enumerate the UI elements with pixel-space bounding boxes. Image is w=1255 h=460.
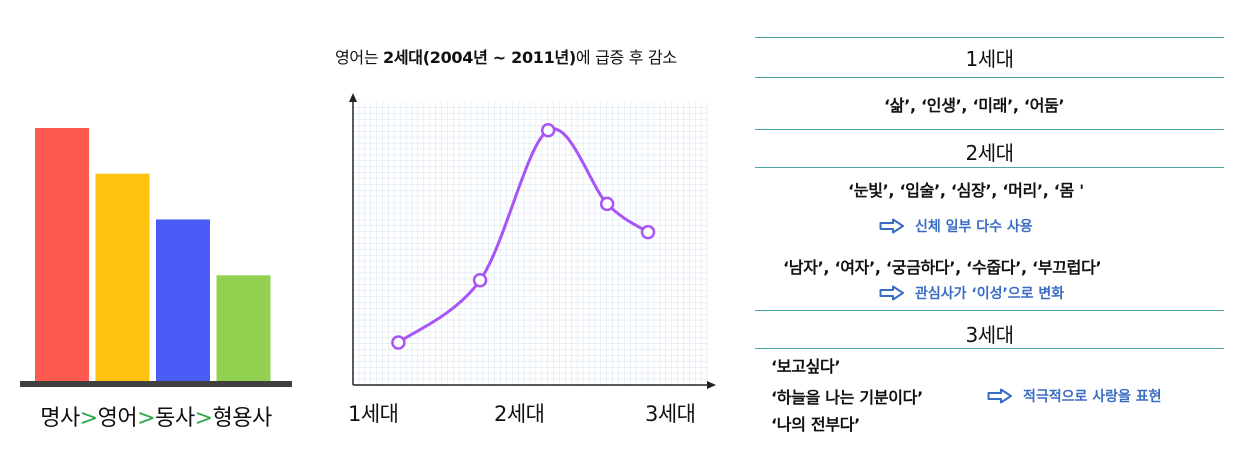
gen2-note-interest-text: 관심사가 ‘이성’으로 변화 [915,286,1065,302]
divider [755,167,1224,168]
data-point-2 [472,273,488,288]
data-point-3 [540,123,556,138]
line-title-bold: 2세대(2004년 ~ 2011년) [383,48,576,67]
caption-gt-2: > [137,406,156,431]
gen2-note-body: 신체 일부 다수 사용 [879,216,1033,236]
data-point-5 [640,224,656,240]
gen3-title: 3세대 [965,323,1014,347]
gen3-line-3: ‘나의 전부다’ [771,415,860,434]
data-point-1 [391,335,406,350]
divider [755,348,1224,349]
bar-1 [35,128,89,382]
word-class-bar-chart [20,128,292,387]
line-title-prefix: 영어는 [335,48,384,67]
caption-word-verb: 동사 [155,406,195,431]
caption-word-english: 영어 [97,406,138,431]
bar-baseline [20,381,292,387]
english-usage-line-chart [349,93,716,389]
gen3-note-text: 적극적으로 사랑을 표현 [1023,389,1162,405]
caption-word-noun: 명사 [40,406,80,431]
caption-gt-1: > [79,406,98,431]
gen2-words-opposite-sex: ‘남자’, ‘여자’, ‘궁금하다’, ‘수줍다’, ‘부끄럽다’ [783,258,1102,277]
gen2-note-interest: 관심사가 ‘이성’으로 변화 [879,283,1064,303]
gen3-line-1: ‘보고싶다’ [771,357,841,376]
gen2-title: 2세대 [965,141,1014,165]
caption-word-adjective: 형용사 [212,406,273,431]
bar-3 [156,219,210,382]
gen3-line-2: ‘하늘을 나는 기분이다’ [771,388,923,407]
bar-4 [216,275,271,382]
divider [755,129,1224,130]
x-tick-gen2: 2세대 [494,402,545,426]
arrow-right-icon [879,285,904,301]
chart-grid [352,102,708,386]
arrow-right-icon [987,388,1012,404]
caption-gt-3: > [194,406,213,431]
bar-2 [95,173,150,382]
gen2-note-body-text: 신체 일부 다수 사용 [915,219,1033,235]
gen1-words: ‘삶’, ‘인생’, ‘미래’, ‘어둠’ [884,96,1065,115]
gen1-title: 1세대 [965,47,1014,71]
data-point-4 [599,196,615,212]
x-axis-arrow-icon [707,381,716,389]
gen2-words-body: ‘눈빛’, ‘입술’, ‘심장’, ‘머리’, ‘몸 ' [848,181,1084,200]
gen3-note: 적극적으로 사랑을 표현 [987,386,1162,406]
arrow-right-icon [879,218,904,234]
divider [755,310,1224,311]
bar-chart-caption: 명사>영어>동사>형용사 [20,400,292,432]
divider [755,77,1224,78]
line-chart-title: 영어는 2세대(2004년 ~ 2011년)에 급증 후 감소 [335,44,677,68]
line-title-suffix: 에 급증 후 감소 [575,48,677,67]
divider [755,37,1224,38]
x-tick-gen1: 1세대 [348,402,399,426]
y-axis-arrow-icon [349,93,357,102]
x-tick-gen3: 3세대 [645,402,696,426]
